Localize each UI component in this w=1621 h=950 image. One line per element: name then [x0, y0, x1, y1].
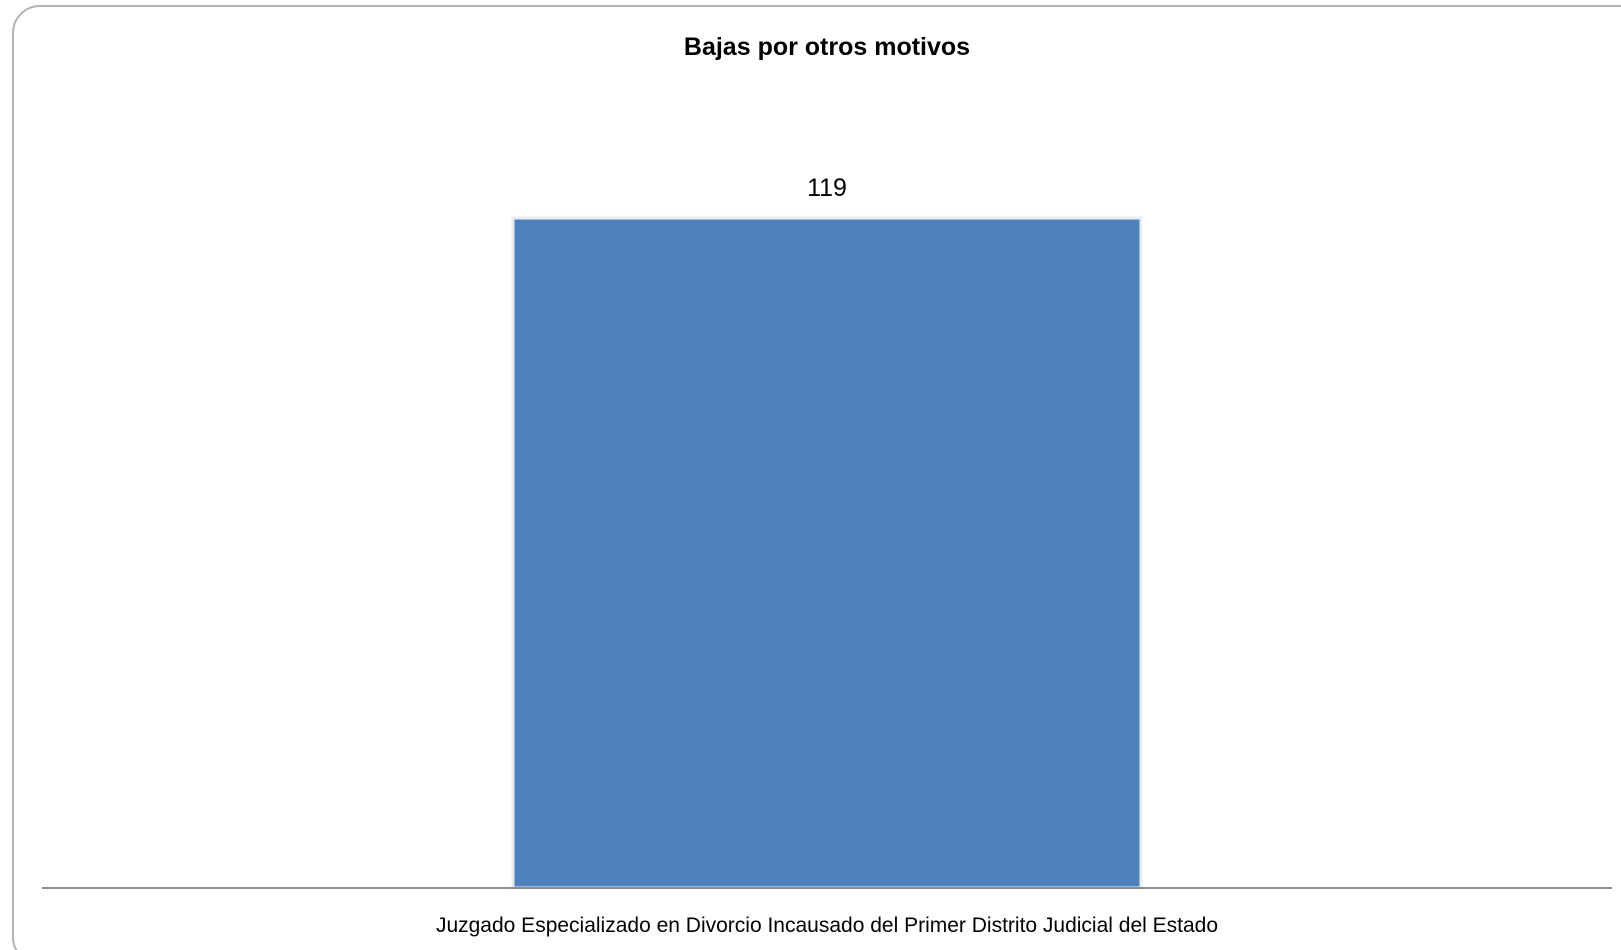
x-tick-labels: Juzgado Especializado en Divorcio Incaus…: [436, 914, 1218, 937]
x-tick-label-0: Juzgado Especializado en Divorcio Incaus…: [436, 914, 1218, 937]
bar-0: [511, 216, 1143, 890]
bar-series: [511, 216, 1143, 890]
data-label-0: 119: [807, 174, 847, 202]
data-labels: 119: [807, 174, 847, 202]
plot-area: 119 Juzgado Especializado en Divorcio In…: [42, 174, 1612, 937]
chart-title: Bajas por otros motivos: [684, 33, 970, 61]
